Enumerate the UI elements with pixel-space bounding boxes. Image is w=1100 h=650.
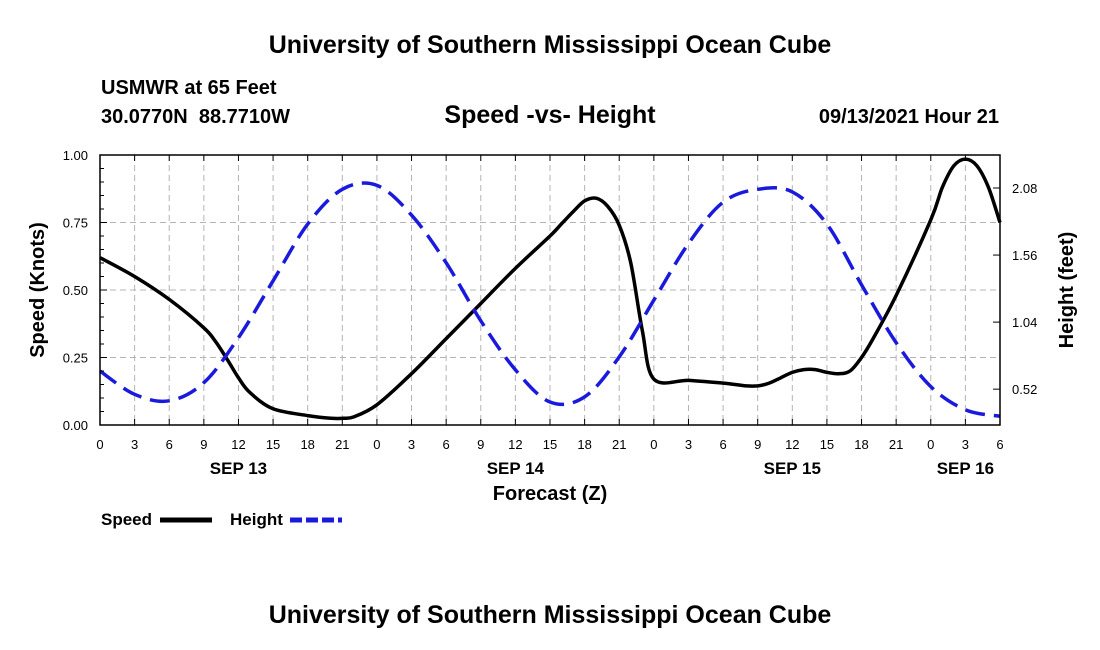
x-tick-label: 21 bbox=[612, 437, 626, 452]
y-tick-label: 1.00 bbox=[63, 148, 88, 163]
y2-axis-title: Height (feet) bbox=[1056, 232, 1078, 349]
x-tick-label: 12 bbox=[231, 437, 245, 452]
x-tick-label: 3 bbox=[962, 437, 969, 452]
x-tick-label: 3 bbox=[131, 437, 138, 452]
y2-tick-label: 1.04 bbox=[1012, 315, 1037, 330]
x-tick-label: 12 bbox=[508, 437, 522, 452]
coordinates-label: 30.0770N 88.7710W bbox=[101, 106, 291, 128]
y2-tick-label: 0.52 bbox=[1012, 382, 1037, 397]
x-tick-label: 18 bbox=[854, 437, 868, 452]
forecast-datetime: 09/13/2021 Hour 21 bbox=[818, 106, 999, 128]
axis-layer: 0 3 6 9 12 15 18 21 0 3 6 9 12 15 18 21 0 3 6 9 12 15 18 21 0 3 6S… bbox=[63, 148, 1038, 478]
x-tick-label: 6 bbox=[443, 437, 450, 452]
y2-tick-label: 1.56 bbox=[1012, 248, 1037, 263]
x-tick-label: 9 bbox=[200, 437, 207, 452]
x-tick-label: 3 bbox=[685, 437, 692, 452]
x-date-label: SEP 14 bbox=[487, 459, 545, 478]
x-tick-label: 0 bbox=[650, 437, 657, 452]
x-tick-label: 21 bbox=[889, 437, 903, 452]
x-tick-label: 15 bbox=[820, 437, 834, 452]
y2-tick-label: 2.08 bbox=[1012, 181, 1037, 196]
x-tick-label: 6 bbox=[719, 437, 726, 452]
x-tick-label: 18 bbox=[300, 437, 314, 452]
series-layer bbox=[98, 157, 1002, 421]
x-tick-label: 21 bbox=[335, 437, 349, 452]
y-tick-label: 0.25 bbox=[63, 351, 88, 366]
x-tick-label: 12 bbox=[785, 437, 799, 452]
x-tick-label: 9 bbox=[477, 437, 484, 452]
legend: Speed Height bbox=[101, 510, 342, 529]
legend-label-speed: Speed bbox=[101, 510, 152, 529]
series-line-speed bbox=[99, 157, 1002, 421]
x-tick-label: 15 bbox=[543, 437, 557, 452]
bottom-title: University of Southern Mississippi Ocean… bbox=[268, 601, 832, 629]
y-axis-title: Speed (Knots) bbox=[27, 222, 49, 358]
x-date-label: SEP 15 bbox=[764, 459, 821, 478]
x-tick-label: 6 bbox=[166, 437, 173, 452]
y-tick-label: 0.00 bbox=[63, 418, 88, 433]
x-tick-label: 0 bbox=[373, 437, 380, 452]
y-tick-label: 0.75 bbox=[63, 216, 88, 231]
chart-title: Speed -vs- Height bbox=[444, 101, 656, 129]
top-title: University of Southern Mississippi Ocean… bbox=[268, 31, 832, 59]
x-tick-label: 0 bbox=[96, 437, 103, 452]
x-tick-label: 15 bbox=[266, 437, 280, 452]
x-tick-label: 9 bbox=[754, 437, 761, 452]
x-axis-title: Forecast (Z) bbox=[493, 483, 607, 505]
x-tick-label: 0 bbox=[927, 437, 934, 452]
x-tick-label: 3 bbox=[408, 437, 415, 452]
station-label: USMWR at 65 Feet bbox=[101, 77, 277, 99]
legend-label-height: Height bbox=[230, 510, 283, 529]
y-tick-label: 0.50 bbox=[63, 283, 88, 298]
x-tick-label: 6 bbox=[996, 437, 1003, 452]
series-line-height bbox=[98, 181, 1001, 418]
x-tick-label: 18 bbox=[577, 437, 591, 452]
x-date-label: SEP 13 bbox=[210, 459, 267, 478]
x-date-label: SEP 16 bbox=[937, 459, 994, 478]
